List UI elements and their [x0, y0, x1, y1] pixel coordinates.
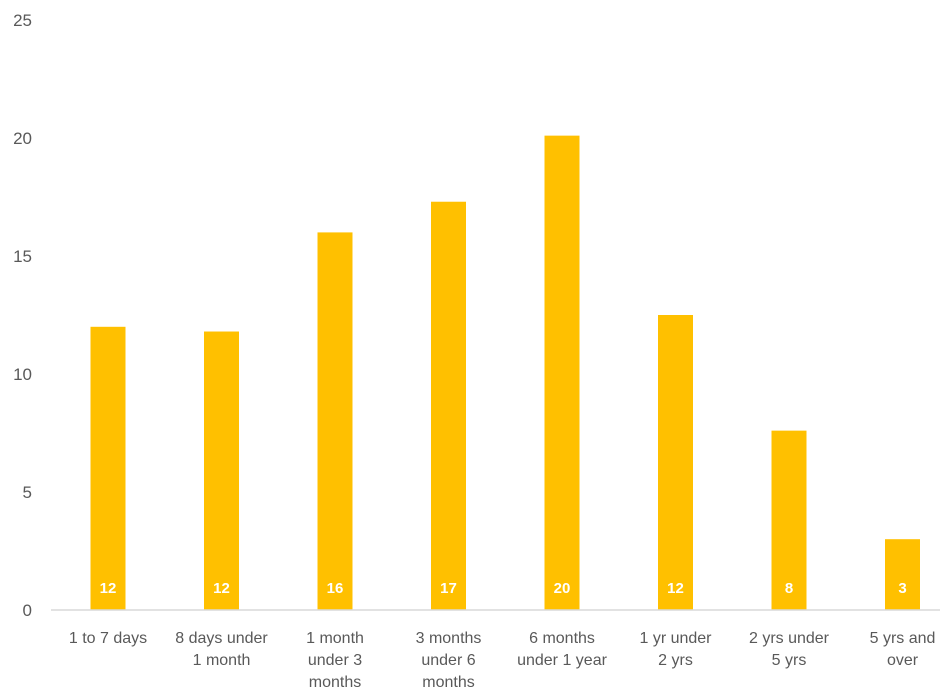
- bars: 12 12 16 17 20 12 8 3: [90, 135, 920, 610]
- x-tick-label-line: 1 month: [193, 652, 251, 669]
- x-tick-label: 5 yrs and over: [870, 630, 936, 669]
- x-tick-label: 3 months under 6 months: [416, 630, 482, 691]
- bar: [90, 326, 126, 610]
- x-tick-label-line: under 6: [421, 652, 475, 669]
- x-tick-label-line: over: [887, 652, 919, 669]
- data-label: 12: [213, 580, 230, 597]
- x-tick-label: 6 months under 1 year: [517, 630, 608, 669]
- y-tick-label: 15: [13, 247, 32, 266]
- x-tick-label: 8 days under 1 month: [175, 630, 268, 669]
- bar: [431, 201, 466, 610]
- y-tick-label: 5: [23, 483, 32, 502]
- data-label: 12: [667, 580, 684, 597]
- x-tick-label-line: under 3: [308, 652, 362, 669]
- x-tick-label-line: 2 yrs under: [749, 630, 830, 647]
- x-tick-label-line: 1 month: [306, 630, 364, 647]
- x-tick-label: 1 month under 3 months: [306, 630, 364, 691]
- y-tick-label: 25: [13, 11, 32, 30]
- x-tick-label: 1 yr under 2 yrs: [639, 630, 712, 669]
- x-tick-label-line: 2 yrs: [658, 652, 693, 669]
- data-label: 3: [898, 580, 906, 597]
- x-tick-label-line: under 1 year: [517, 652, 608, 669]
- x-tick-label-line: 1 to 7 days: [69, 630, 147, 647]
- y-axis: 0 5 10 15 20 25: [13, 11, 32, 620]
- x-tick-label-line: 5 yrs: [772, 652, 807, 669]
- data-label: 16: [327, 580, 344, 597]
- x-tick-label-line: months: [422, 674, 474, 691]
- bar: [317, 232, 353, 610]
- x-tick-label-line: 1 yr under: [639, 630, 712, 647]
- x-tick-label: 2 yrs under 5 yrs: [749, 630, 830, 669]
- bar: [544, 135, 580, 610]
- x-tick-label-line: months: [309, 674, 361, 691]
- bar: [658, 315, 693, 610]
- data-label: 12: [100, 580, 117, 597]
- x-tick-label: 1 to 7 days: [69, 630, 147, 647]
- y-tick-label: 0: [23, 601, 32, 620]
- bar: [885, 539, 920, 610]
- data-label: 17: [440, 580, 457, 597]
- x-tick-label-line: 3 months: [416, 630, 482, 647]
- data-label: 8: [785, 580, 793, 597]
- x-tick-label-line: 6 months: [529, 630, 595, 647]
- y-tick-label: 20: [13, 129, 32, 148]
- x-tick-label-line: 8 days under: [175, 630, 268, 647]
- bar: [771, 430, 807, 610]
- bar: [204, 331, 239, 610]
- y-tick-label: 10: [13, 365, 32, 384]
- data-label: 20: [554, 580, 571, 597]
- x-axis: 1 to 7 days 8 days under 1 month 1 month und…: [69, 630, 936, 691]
- x-tick-label-line: 5 yrs and: [870, 630, 936, 647]
